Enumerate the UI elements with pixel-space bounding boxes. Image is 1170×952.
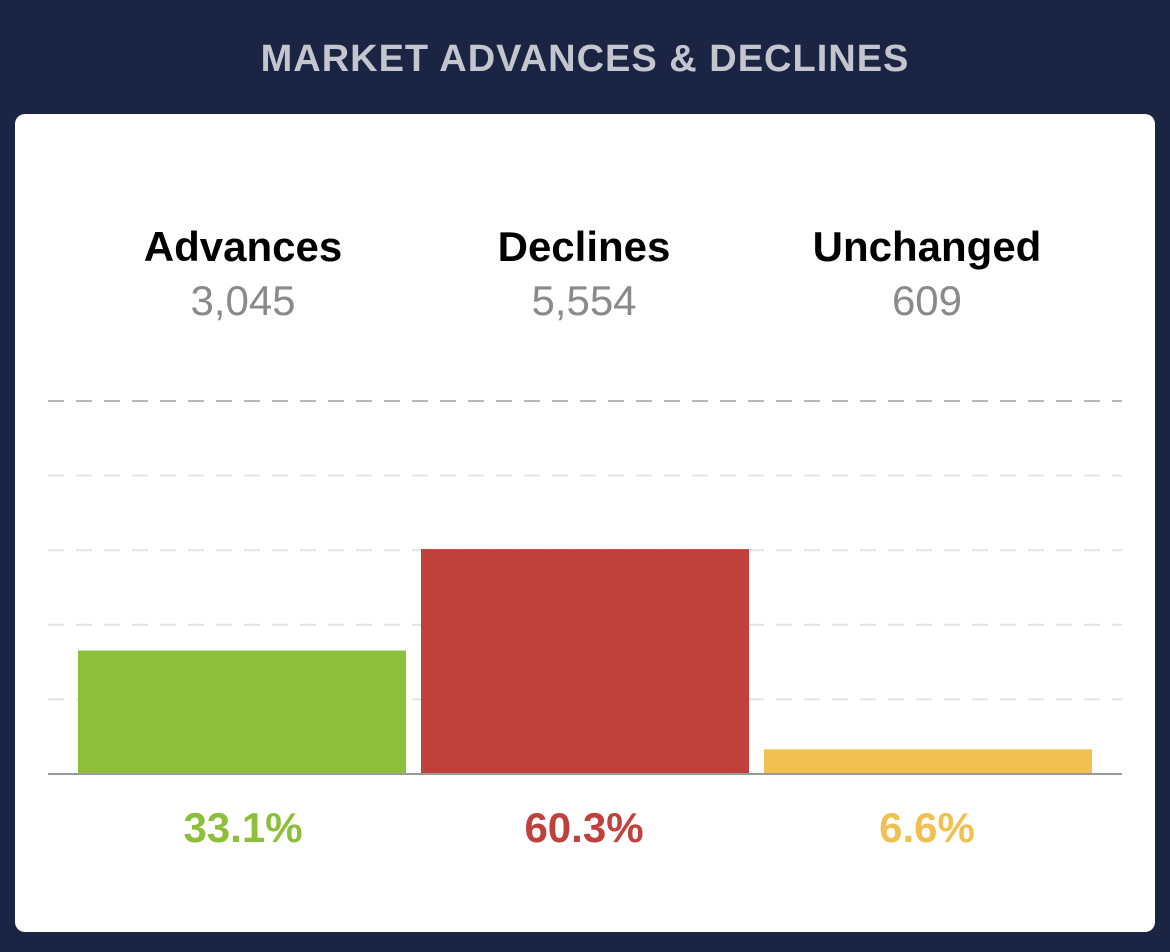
stat-advances: Advances 3,045 xyxy=(78,221,408,329)
bar-unchanged xyxy=(764,749,1092,774)
stat-declines: Declines 5,554 xyxy=(419,221,749,329)
stat-value-advances: 3,045 xyxy=(190,277,296,324)
stat-value-unchanged: 609 xyxy=(891,277,963,324)
stat-unchanged: Unchanged 609 xyxy=(762,221,1092,329)
bar-declines xyxy=(421,549,749,774)
bar-chart xyxy=(48,400,1122,775)
stat-label-advances: Advances xyxy=(143,223,343,270)
percent-label-advances: 33.1% xyxy=(183,804,303,851)
chart-card: Advances 3,045 Declines 5,554 Unchanged … xyxy=(15,114,1155,932)
percent-label-unchanged: 6.6% xyxy=(879,804,975,851)
stat-label-unchanged: Unchanged xyxy=(812,223,1042,270)
stat-value-declines: 5,554 xyxy=(531,277,637,324)
percent-label-declines: 60.3% xyxy=(524,804,644,851)
bar-advances xyxy=(78,650,406,774)
stat-label-declines: Declines xyxy=(497,223,671,270)
chart-title: MARKET ADVANCES & DECLINES xyxy=(260,38,910,80)
